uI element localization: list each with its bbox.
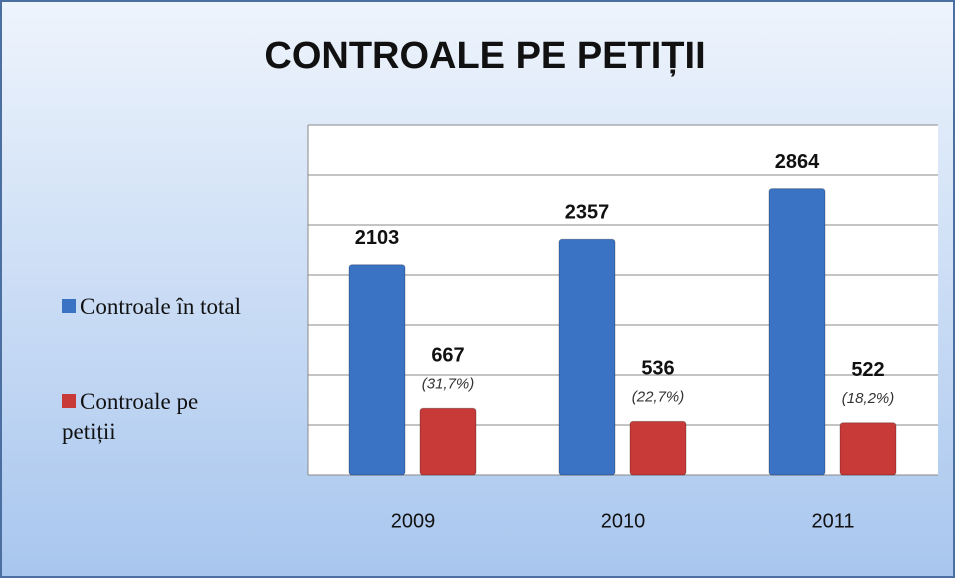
bar xyxy=(768,188,826,476)
data-label: 522 xyxy=(851,359,884,381)
data-label: 2103 xyxy=(355,227,400,249)
legend-swatch xyxy=(62,299,76,313)
legend-label: Controale pe petiții xyxy=(62,389,199,444)
data-label: 536 xyxy=(641,358,674,380)
legend-entry: Controale pe petiții xyxy=(62,387,252,447)
annotation: (31,7%) xyxy=(422,375,475,392)
legend-swatch xyxy=(62,394,76,408)
x-tick-label: 2010 xyxy=(601,510,646,532)
data-label: 667 xyxy=(431,345,464,367)
bar xyxy=(348,264,406,476)
x-tick-label: 2011 xyxy=(811,510,854,532)
chart-title: CONTROALE PE PETIȚII xyxy=(264,35,705,77)
data-label: 2864 xyxy=(775,151,820,173)
legend-label: Controale în total xyxy=(80,294,241,319)
x-tick-label: 2009 xyxy=(391,510,436,532)
bar xyxy=(558,238,616,476)
legend-entry: Controale în total xyxy=(62,292,252,322)
bar xyxy=(419,407,477,476)
bar xyxy=(629,420,687,476)
annotation: (18,2%) xyxy=(842,390,895,407)
annotation: (22,7%) xyxy=(632,388,685,405)
bar xyxy=(839,422,897,476)
plot-area xyxy=(308,125,938,475)
data-label: 2357 xyxy=(565,202,610,224)
